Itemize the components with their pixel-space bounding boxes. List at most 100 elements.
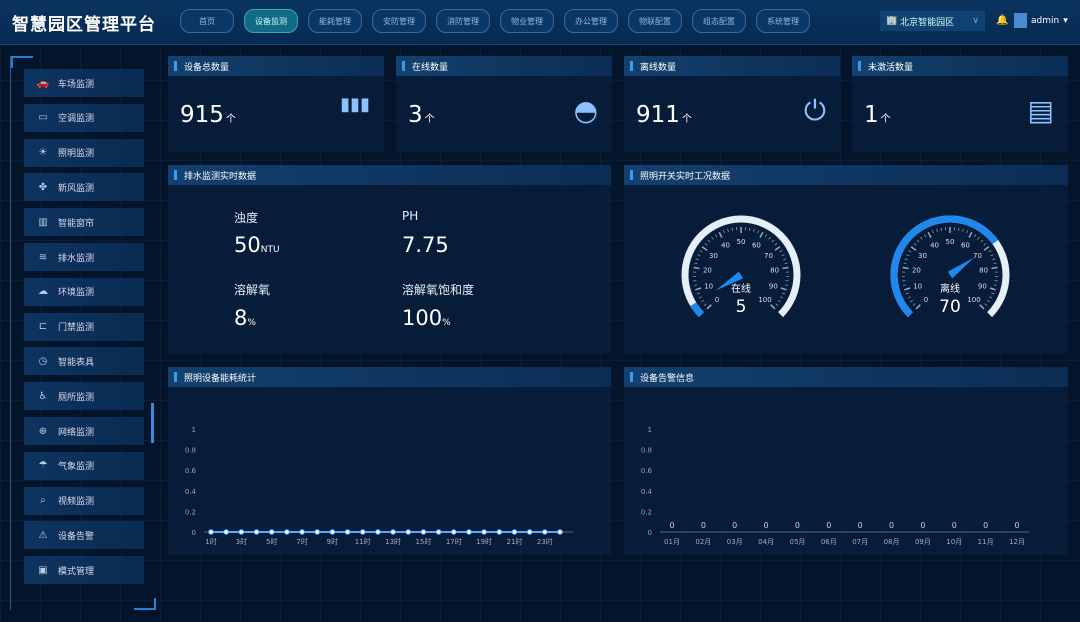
gauge-label: 离线 bbox=[940, 282, 960, 295]
sidebar-item-label: 模式管理 bbox=[58, 566, 95, 577]
stat-value: 911 个 bbox=[636, 102, 692, 128]
sidebar-item[interactable]: ♿ 厕所监测 bbox=[24, 382, 144, 411]
caret-down-icon: ▾ bbox=[1063, 15, 1068, 26]
gauge-tick bbox=[764, 234, 768, 238]
sidebar-item[interactable]: ▥ 智能窗帘 bbox=[24, 208, 144, 237]
gauge-tick bbox=[695, 258, 699, 261]
nav-tab[interactable]: 物业管理 bbox=[500, 9, 554, 33]
sidebar-item[interactable]: ≋ 排水监测 bbox=[24, 243, 144, 271]
gauge-tick bbox=[991, 292, 995, 295]
nav-tab[interactable]: 组态配置 bbox=[692, 9, 746, 33]
gauge-tick-label: 90 bbox=[769, 283, 778, 291]
gauge-tick bbox=[723, 230, 725, 234]
avatar bbox=[1014, 13, 1027, 28]
gauge-tick-label: 10 bbox=[913, 283, 922, 291]
user-menu[interactable]: admin ▾ bbox=[1014, 13, 1068, 28]
gauge-fill bbox=[690, 302, 704, 318]
sidebar-item[interactable]: ◷ 智能表具 bbox=[24, 347, 144, 376]
nav-tab[interactable]: 物联配置 bbox=[628, 9, 682, 33]
gauge-tick bbox=[920, 236, 923, 240]
sidebar-item[interactable]: ☀ 照明监测 bbox=[24, 138, 144, 167]
gauge-tick-label: 0 bbox=[715, 296, 719, 304]
data-point bbox=[329, 529, 336, 535]
top-header: 智慧园区管理平台 首页 设备监测 能耗管理 安防管理 消防管理 物业管理 办公管理 物联配置组… bbox=[0, 0, 1080, 45]
sidebar-item-label: 新风监测 bbox=[58, 183, 95, 194]
data-point bbox=[223, 529, 229, 535]
sidebar-item[interactable]: ⊏ 门禁监测 bbox=[24, 312, 144, 341]
nav-tab[interactable]: 安防管理 bbox=[372, 9, 426, 33]
sidebar-item[interactable]: ☁ 环境监测 bbox=[24, 277, 144, 306]
gauge-tick bbox=[904, 287, 911, 291]
data-point bbox=[238, 529, 245, 535]
gauge-tick bbox=[988, 250, 992, 253]
x-tick-label: 06月 bbox=[821, 538, 837, 546]
gauge-tick bbox=[923, 234, 927, 238]
data-point bbox=[542, 529, 548, 535]
data-label: 0 bbox=[669, 521, 674, 530]
gauge-tick bbox=[768, 236, 771, 240]
gauge-tick bbox=[706, 304, 712, 310]
data-point bbox=[496, 529, 503, 535]
sidebar-item[interactable]: ⚠ 设备告警 bbox=[24, 521, 144, 550]
nav-tab[interactable]: 办公管理 bbox=[564, 9, 618, 33]
y-tick-label: 1 bbox=[648, 426, 652, 434]
sidebar-item[interactable]: ⊕ 网络监测 bbox=[24, 417, 144, 445]
gauge-tick bbox=[983, 242, 987, 246]
drain-panel: 排水监测实时数据 浊度 50NTU PH 7.75 溶解氧 8% 溶解氧饱和度 … bbox=[168, 165, 611, 353]
gauge-tick-label: 60 bbox=[752, 242, 761, 250]
panel-title: 照明开关实时工况数据 bbox=[624, 165, 1068, 185]
sidebar-item[interactable]: 🚗 车场监测 bbox=[24, 69, 144, 97]
data-label: 0 bbox=[920, 521, 925, 530]
sidebar-item[interactable]: ☂ 气象监测 bbox=[24, 451, 144, 480]
gauge-tick bbox=[771, 239, 775, 243]
sidebar-item-label: 智能窗帘 bbox=[58, 218, 95, 229]
sidebar-item[interactable]: ▭ 空调监测 bbox=[24, 103, 144, 132]
gauge-tick bbox=[983, 246, 990, 251]
gauge-tick bbox=[778, 300, 781, 303]
gauge-tick bbox=[718, 231, 723, 238]
gauge-tick-label: 0 bbox=[924, 296, 928, 304]
stat-card: 设备总数量 915 个 ▮▮▮ bbox=[168, 56, 384, 152]
gauge-tick-label: 80 bbox=[979, 267, 988, 275]
sidebar-item[interactable]: ⌕ 视频监测 bbox=[24, 486, 144, 515]
gauge-tick-label: 40 bbox=[930, 242, 939, 250]
nav-tab[interactable]: 设备监测 bbox=[244, 9, 298, 33]
gauge-tick bbox=[980, 239, 984, 243]
x-tick-label: 5时 bbox=[266, 537, 277, 546]
gauge-tick bbox=[992, 258, 996, 261]
data-label: 0 bbox=[826, 521, 831, 530]
meter-icon: ◷ bbox=[38, 355, 48, 367]
sidebar-scrollbar[interactable] bbox=[151, 403, 154, 443]
data-point bbox=[435, 529, 442, 535]
gauge-tick bbox=[903, 284, 907, 286]
air-conditioner-icon: ▭ bbox=[38, 112, 48, 124]
data-label: 0 bbox=[732, 521, 737, 530]
gauge-tick bbox=[991, 266, 998, 270]
gauge-tick-label: 100 bbox=[758, 296, 771, 304]
gauge-tick bbox=[782, 266, 789, 270]
bell-icon[interactable]: 🔔 bbox=[996, 15, 1009, 26]
y-tick-label: 0 bbox=[192, 529, 196, 537]
oxygen-saturation-label: 溶解氧饱和度 bbox=[402, 283, 475, 297]
sidebar-item-label: 智能表具 bbox=[58, 357, 95, 368]
park-select[interactable]: 🏢 北京智能园区 ∨ bbox=[880, 11, 985, 31]
gauge-tick bbox=[698, 296, 702, 299]
gauge-tick bbox=[910, 246, 917, 251]
y-tick-label: 0 bbox=[648, 529, 652, 537]
sidebar-item-label: 环境监测 bbox=[58, 288, 95, 299]
gauge-tick bbox=[707, 239, 711, 243]
sidebar-item[interactable]: ✤ 新风监测 bbox=[24, 173, 144, 202]
nav-tab[interactable]: 能耗管理 bbox=[308, 9, 362, 33]
x-tick-label: 15时 bbox=[415, 537, 431, 546]
sidebar-item[interactable]: ▣ 模式管理 bbox=[24, 556, 144, 585]
gauge-tick bbox=[940, 227, 942, 231]
y-tick-label: 0.6 bbox=[185, 467, 197, 475]
nav-tab[interactable]: 消防管理 bbox=[436, 9, 490, 33]
y-tick-label: 0.2 bbox=[185, 508, 196, 516]
gauge-tick bbox=[962, 228, 964, 232]
nav-tab[interactable]: 系统管理 bbox=[756, 9, 810, 33]
nav-tab[interactable]: 首页 bbox=[180, 9, 234, 33]
x-tick-label: 01月 bbox=[664, 538, 680, 546]
